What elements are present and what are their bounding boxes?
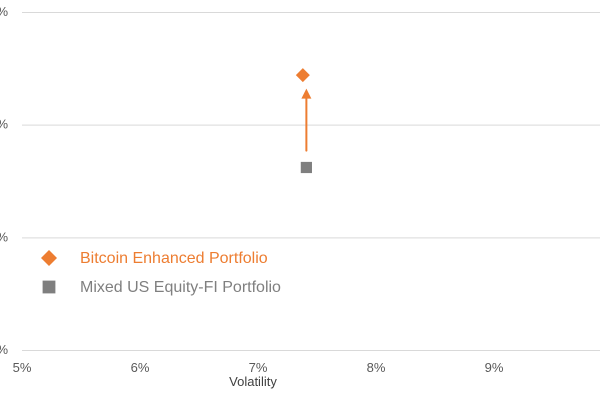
y-tick-label: % — [0, 229, 8, 244]
legend-marker — [41, 250, 57, 266]
y-tick-label: % — [0, 117, 8, 132]
legend-marker — [42, 280, 56, 294]
y-tick-label: % — [0, 4, 8, 19]
annotations — [301, 88, 312, 152]
x-tick-label: 9% — [485, 360, 504, 375]
x-tick-label: 8% — [367, 360, 386, 375]
x-tick-label: 6% — [131, 360, 150, 375]
y-tick-labels: %%%% — [0, 4, 8, 357]
legend-label: Bitcoin Enhanced Portfolio — [80, 250, 268, 267]
x-axis-title: Volatility — [229, 374, 277, 389]
gridlines — [22, 12, 600, 351]
square-point — [300, 161, 312, 174]
x-tick-labels: 5% 6% 7% 8% 9% — [13, 360, 504, 375]
legend: Bitcoin Enhanced Portfolio Mixed US Equit… — [41, 250, 281, 296]
diamond-point — [295, 68, 310, 83]
x-tick-label: 5% — [13, 360, 32, 375]
x-tick-label: 7% — [249, 360, 268, 375]
arrow-head — [301, 88, 312, 99]
y-tick-label: % — [0, 342, 8, 357]
data-points — [295, 68, 312, 174]
legend-label: Mixed US Equity-FI Portfolio — [80, 279, 281, 296]
